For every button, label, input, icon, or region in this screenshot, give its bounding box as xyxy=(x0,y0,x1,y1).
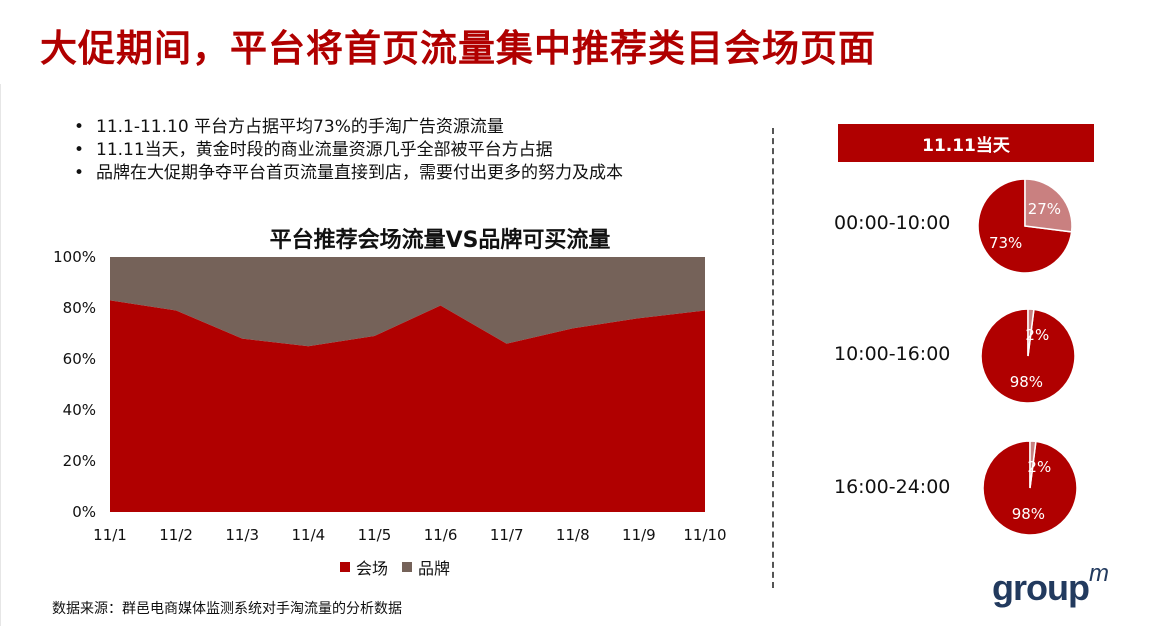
y-tick-label: 80% xyxy=(63,299,96,317)
y-tick-label: 100% xyxy=(53,248,96,266)
legend-item-brand: 品牌 xyxy=(402,555,450,579)
legend-item-venue: 会场 xyxy=(340,555,388,579)
pie-chart-midday: 98% 2% xyxy=(980,308,1076,404)
x-tick-label: 11/6 xyxy=(424,526,458,544)
legend-label-brand: 品牌 xyxy=(418,559,451,578)
chart-title: 平台推荐会场流量VS品牌可买流量 xyxy=(269,228,611,253)
left-rule xyxy=(0,84,1,626)
area-series-brand xyxy=(110,257,705,347)
groupm-logo: groupm xyxy=(992,560,1109,609)
bullet-item: 品牌在大促期争夺平台首页流量直接到店，需要付出更多的努力及成本 xyxy=(70,162,623,185)
time-label-evening: 16:00-24:00 xyxy=(834,476,951,498)
legend-swatch-venue xyxy=(340,562,350,572)
y-tick-label: 40% xyxy=(63,401,96,419)
data-source-note: 数据来源：群邑电商媒体监测系统对手淘流量的分析数据 xyxy=(52,601,402,617)
x-tick-label: 11/2 xyxy=(159,526,193,544)
pie-slice-label: 2% xyxy=(1025,326,1049,344)
legend-swatch-brand xyxy=(402,562,413,572)
x-tick-label: 11/5 xyxy=(358,526,392,544)
x-tick-label: 11/10 xyxy=(683,526,726,544)
x-tick-label: 11/1 xyxy=(93,526,127,544)
time-label-morning: 00:00-10:00 xyxy=(834,212,951,234)
banner-1111: 11.11当天 xyxy=(838,124,1094,162)
pie-chart-morning: 73% 27% xyxy=(977,178,1073,274)
bullet-item: 11.1-11.10 平台方占据平均73%的手淘广告资源流量 xyxy=(70,116,623,139)
x-tick-label: 11/4 xyxy=(291,526,325,544)
pie-slice xyxy=(1029,440,1037,489)
bullet-list: 11.1-11.10 平台方占据平均73%的手淘广告资源流量 11.11当天，黄… xyxy=(70,116,623,185)
pie-slice-label: 27% xyxy=(1028,200,1061,218)
logo-sup: m xyxy=(1088,560,1109,587)
y-tick-label: 0% xyxy=(72,503,96,521)
time-label-midday: 10:00-16:00 xyxy=(834,343,951,365)
area-chart: 0% 20% 40% 60% 80% 100% 11/1 11/2 11/3 11/4 11/5 11… xyxy=(53,248,727,544)
chart-legend: 会场 品牌 xyxy=(340,555,450,579)
dashed-divider xyxy=(772,128,774,588)
x-tick-label: 11/8 xyxy=(556,526,590,544)
page-title: 大促期间，平台将首页流量集中推荐类目会场页面 xyxy=(40,27,876,70)
pie-slice-label: 73% xyxy=(989,234,1022,252)
pie-slice xyxy=(1024,178,1073,233)
y-tick-label: 20% xyxy=(63,452,96,470)
pie-slice xyxy=(1027,308,1035,357)
pie-chart-evening: 98% 2% xyxy=(982,440,1078,536)
y-tick-label: 60% xyxy=(63,350,96,368)
area-series-venue xyxy=(110,300,705,512)
pie-slice-label: 98% xyxy=(1012,505,1045,523)
logo-text: group xyxy=(992,567,1090,608)
legend-label-venue: 会场 xyxy=(356,559,389,578)
bullet-item: 11.11当天，黄金时段的商业流量资源几乎全部被平台方占据 xyxy=(70,139,623,162)
x-tick-label: 11/9 xyxy=(622,526,656,544)
pie-slice-label: 2% xyxy=(1027,458,1051,476)
x-tick-label: 11/7 xyxy=(490,526,524,544)
x-tick-label: 11/3 xyxy=(225,526,259,544)
pie-slice-label: 98% xyxy=(1010,373,1043,391)
